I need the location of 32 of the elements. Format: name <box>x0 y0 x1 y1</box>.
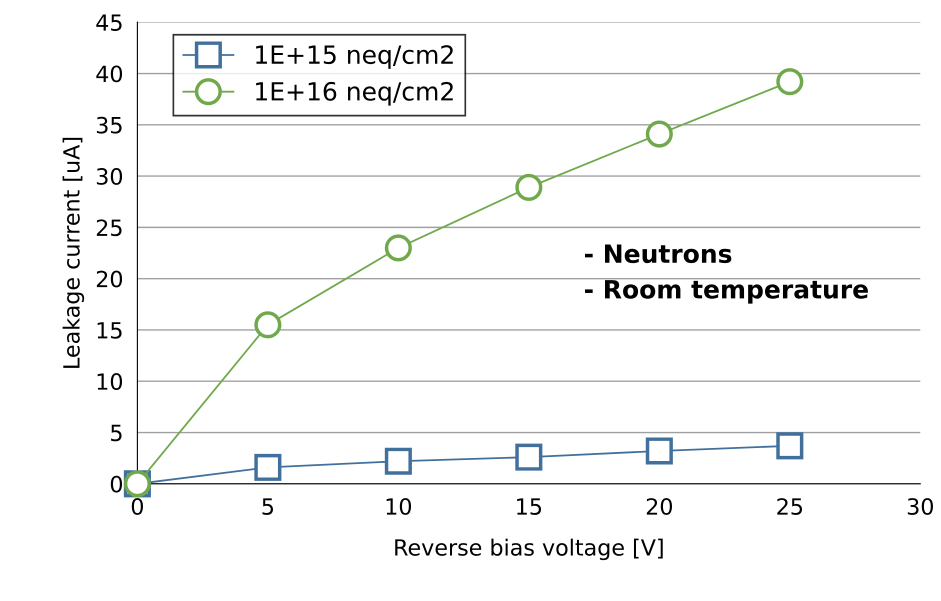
point <box>515 444 542 471</box>
y-tick-label: 40 <box>96 65 122 82</box>
x-tick-label: 15 <box>517 498 542 515</box>
point <box>776 432 804 460</box>
y-tick-label: 35 <box>96 116 122 134</box>
y-tick-label: 45 <box>96 14 122 31</box>
x-axis-title: Reverse bias voltage [V] <box>395 538 663 560</box>
point <box>515 174 542 201</box>
y-tick-label: 25 <box>96 219 122 236</box>
point <box>646 437 673 465</box>
point <box>384 448 412 475</box>
legend-label: 1E+15 neq/cm2 <box>256 45 453 69</box>
point <box>646 120 673 148</box>
y-tick-label: 5 <box>111 424 122 442</box>
y-tick-label: 0 <box>110 476 122 493</box>
x-tick-label: 5 <box>262 498 273 515</box>
x-tick-label: 20 <box>646 498 672 515</box>
y-tick-label: 15 <box>98 322 122 339</box>
legend-label: 1E+16 neq/cm2 <box>256 82 453 106</box>
x-tick-label: 10 <box>386 498 412 515</box>
point <box>776 68 804 96</box>
x-tick-label: 0 <box>132 498 143 515</box>
point <box>254 311 282 338</box>
x-tick-label: 30 <box>908 498 933 515</box>
point <box>384 234 412 262</box>
point <box>254 454 282 481</box>
y-axis-title: Leakage current [uA] <box>62 138 84 368</box>
annotation: - Neutrons - Room temperature <box>585 244 868 304</box>
y-tick-label: 30 <box>96 168 122 185</box>
y-tick-label: 10 <box>98 373 122 390</box>
y-tick-label: 20 <box>96 270 122 288</box>
x-tick-label: 25 <box>777 498 802 515</box>
